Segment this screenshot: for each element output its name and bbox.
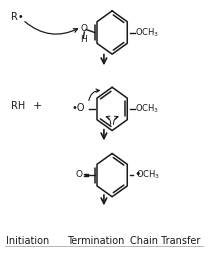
Text: Chain Transfer: Chain Transfer xyxy=(130,236,201,246)
Text: Initiation: Initiation xyxy=(6,236,50,246)
Text: O: O xyxy=(75,170,82,179)
Text: OCH$_3$: OCH$_3$ xyxy=(136,169,160,181)
Text: •: • xyxy=(134,169,141,179)
Text: H: H xyxy=(80,35,87,44)
Text: OCH$_3$: OCH$_3$ xyxy=(135,103,159,115)
Text: OCH$_3$: OCH$_3$ xyxy=(135,26,159,39)
Text: RH: RH xyxy=(11,101,26,111)
Text: •O: •O xyxy=(72,103,85,113)
Text: O: O xyxy=(81,24,88,33)
Text: +: + xyxy=(32,101,42,111)
Text: R•: R• xyxy=(11,12,24,22)
Text: Termination: Termination xyxy=(67,236,124,246)
